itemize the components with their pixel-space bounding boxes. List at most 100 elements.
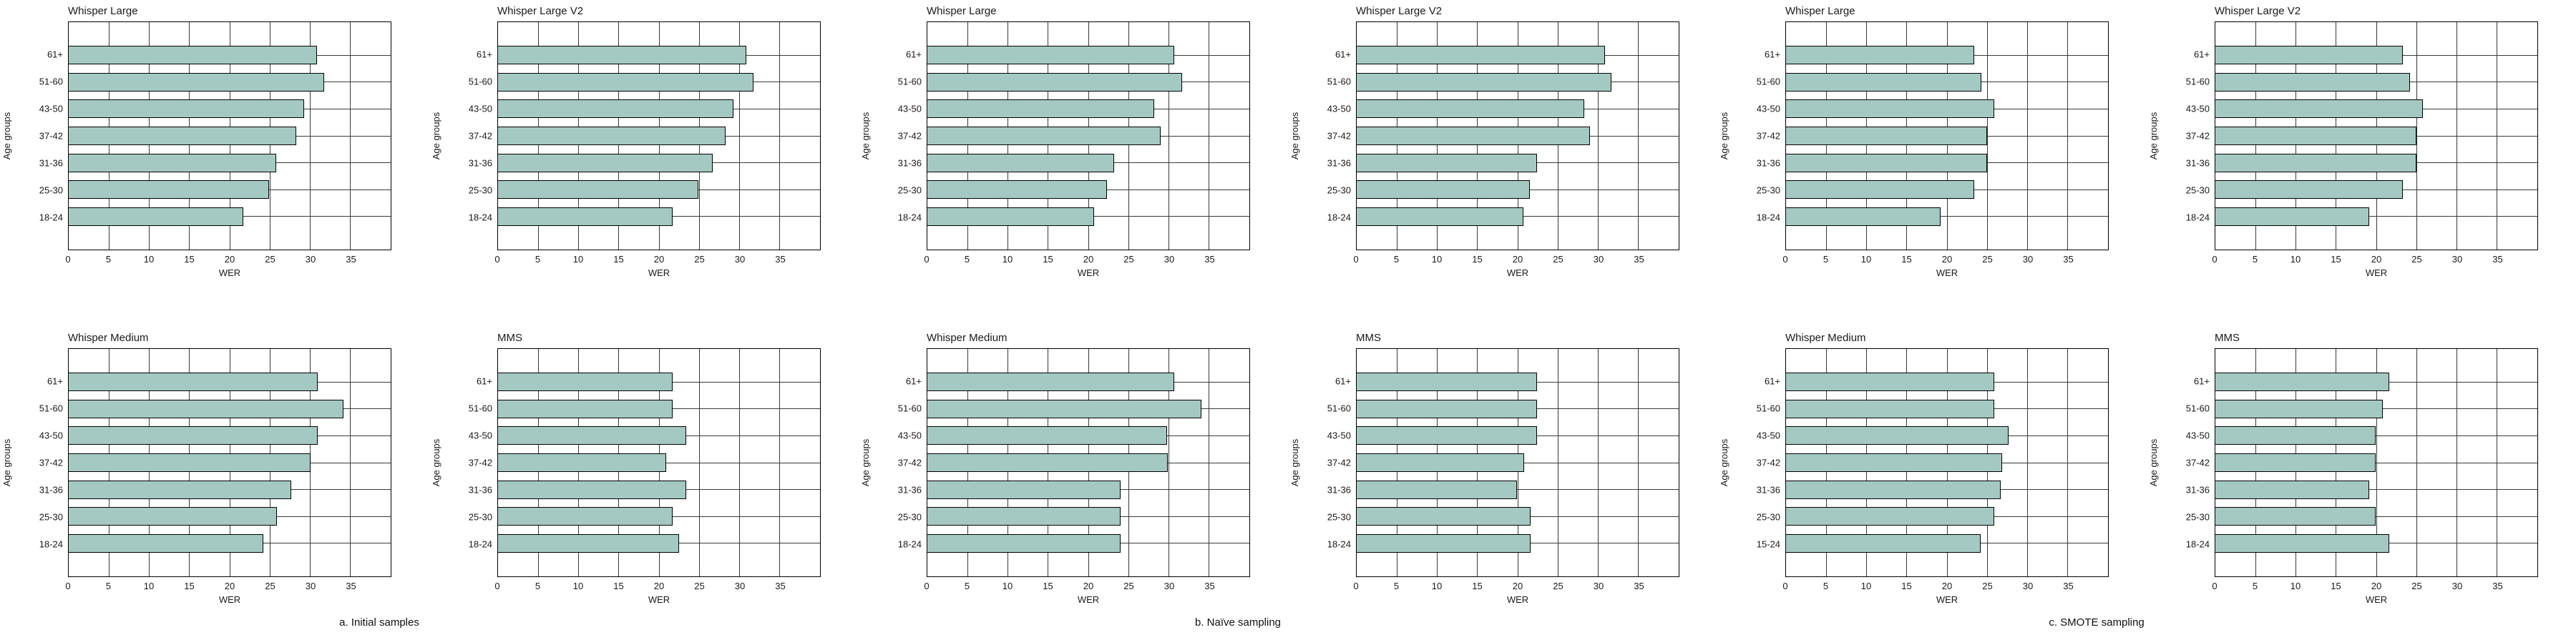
plot-area xyxy=(1785,21,2109,250)
bar xyxy=(69,207,244,226)
bar xyxy=(2215,180,2404,200)
bar xyxy=(1786,207,1941,226)
x-tick-label: 10 xyxy=(1860,254,1872,265)
x-tick-label: 35 xyxy=(1634,581,1644,591)
y-axis-area: Age groups 61+ 51-60 43-50 37-42 31-36 25-30 18… xyxy=(2147,348,2215,577)
y-tick-label: 37-42 xyxy=(468,130,492,142)
y-tick-label: 18-24 xyxy=(39,538,63,550)
x-tick-label: 35 xyxy=(2063,254,2074,265)
chart-body: Age groups 61+ 51-60 43-50 37-42 31-36 25-30 18… xyxy=(0,21,429,250)
chart-panel: Whisper Medium Age groups 61+ 51-60 43-50 37-… xyxy=(859,325,1288,611)
y-tick-label: 25-30 xyxy=(897,184,922,196)
x-tick-label: 25 xyxy=(1123,581,1134,591)
y-tick-label: 51-60 xyxy=(1756,403,1780,414)
y-tick-label: 18-24 xyxy=(2185,212,2210,223)
x-tick-label: 25 xyxy=(265,581,275,591)
x-tick-label: 25 xyxy=(1123,254,1134,265)
plot-area xyxy=(927,21,1250,250)
bar xyxy=(2215,99,2424,119)
chart-title: Whisper Large xyxy=(1785,5,1855,17)
bar xyxy=(69,180,270,200)
y-tick-label: 51-60 xyxy=(1756,76,1780,87)
x-tick-label: 15 xyxy=(1472,254,1483,265)
chart-panel: Whisper Large V2 Age groups 61+ 51-60 43-50 3… xyxy=(2147,0,2576,325)
y-tick-label: 61+ xyxy=(905,49,922,60)
x-tick-label: 25 xyxy=(1982,581,1993,591)
bar xyxy=(927,507,1121,526)
bar xyxy=(927,180,1107,200)
y-tick-label: 31-36 xyxy=(2185,157,2210,169)
x-axis-label: WER xyxy=(1936,267,1958,278)
bar xyxy=(498,426,687,445)
x-tick-label: 25 xyxy=(694,581,705,591)
y-tick-label: 37-42 xyxy=(2185,457,2210,468)
x-tick-label: 30 xyxy=(305,581,316,591)
y-tick-label: 31-36 xyxy=(1756,157,1780,169)
bar xyxy=(1786,153,1988,172)
chart-panel: MMS Age groups 61+ 51-60 43-50 37-42 31-36 25-3… xyxy=(1288,325,1717,611)
x-axis-label: WER xyxy=(218,594,241,605)
bar xyxy=(1786,126,1988,146)
x-axis-label: WER xyxy=(2365,594,2388,605)
bar xyxy=(498,507,673,526)
bar xyxy=(927,453,1169,473)
y-tick-label: 31-36 xyxy=(468,484,492,496)
y-tick-label: 25-30 xyxy=(1327,511,1351,523)
y-tick-label: 31-36 xyxy=(1327,157,1351,169)
chart-panel: MMS Age groups 61+ 51-60 43-50 37-42 31-36 25-3… xyxy=(429,325,859,611)
x-tick-label: 10 xyxy=(143,581,155,591)
y-tick-label: 37-42 xyxy=(1756,457,1780,468)
plot-area xyxy=(1785,348,2109,577)
x-tick-label: 15 xyxy=(613,581,624,591)
x-tick-label: 0 xyxy=(924,581,930,591)
bar xyxy=(927,426,1168,445)
bar xyxy=(1786,480,2001,499)
y-axis-area: Age groups 61+ 51-60 43-50 37-42 31-36 25-30 18… xyxy=(1288,21,1356,250)
y-tick-label: 37-42 xyxy=(1327,130,1351,142)
x-tick-label: 30 xyxy=(734,581,746,591)
chart-title: Whisper Medium xyxy=(1785,332,1866,344)
x-tick-label: 10 xyxy=(1431,254,1443,265)
bar xyxy=(69,533,264,553)
x-tick-label: 25 xyxy=(2411,254,2422,265)
chart-title: Whisper Medium xyxy=(927,332,1008,344)
x-tick-label: 25 xyxy=(694,254,705,265)
y-tick-label: 37-42 xyxy=(897,457,922,468)
plot-area xyxy=(2215,348,2538,577)
bar xyxy=(1786,99,1995,119)
bar xyxy=(1357,453,1524,473)
x-tick-row: 0 5 10 15 20 25 30 35 xyxy=(1782,250,2109,267)
y-tick-label: 18-24 xyxy=(1756,212,1780,223)
bar xyxy=(1357,72,1611,92)
chart-panel: Whisper Medium Age groups 61+ 51-60 43-50 37-… xyxy=(1717,325,2147,611)
x-tick-label: 30 xyxy=(734,254,746,265)
y-tick-label: 51-60 xyxy=(897,76,922,87)
bar xyxy=(69,126,297,146)
y-gridline xyxy=(2215,435,2537,436)
x-tick-label: 15 xyxy=(1472,581,1483,591)
bar xyxy=(927,373,1175,392)
x-tick-label: 5 xyxy=(1393,581,1400,591)
x-tick-row: 0 5 10 15 20 25 30 35 xyxy=(2212,577,2538,594)
chart-body: Age groups 61+ 51-60 43-50 37-42 31-36 25-30 18… xyxy=(859,348,1288,577)
x-tick-label: 5 xyxy=(1393,254,1400,265)
y-gridline xyxy=(1357,489,1679,491)
x-tick-label: 30 xyxy=(2022,254,2034,265)
y-tick-label: 61+ xyxy=(476,49,492,60)
x-tick-row: 0 5 10 15 20 25 30 35 xyxy=(2212,250,2538,267)
y-axis-area: Age groups 61+ 51-60 43-50 37-42 31-36 25-30 18… xyxy=(1288,348,1356,577)
y-gridline xyxy=(2215,516,2537,517)
x-tick-label: 10 xyxy=(1002,254,1013,265)
chart-title: Whisper Large V2 xyxy=(497,5,584,17)
y-tick-label: 61+ xyxy=(2193,375,2210,387)
chart-panel: Whisper Medium Age groups 61+ 51-60 43-50 37-… xyxy=(0,325,429,611)
bar xyxy=(1786,533,1981,553)
bar xyxy=(927,207,1094,226)
x-tick-label: 20 xyxy=(224,254,235,265)
y-axis-label: Age groups xyxy=(2148,438,2159,487)
x-axis-label: WER xyxy=(1506,594,1529,605)
y-tick-label: 61+ xyxy=(1335,49,1351,60)
group-caption: b. Naïve sampling xyxy=(1194,616,1282,629)
chart-panel: Whisper Large Age groups 61+ 51-60 43-50 37-4… xyxy=(0,0,429,325)
y-axis-area: Age groups 61+ 51-60 43-50 37-42 31-36 25-30 18… xyxy=(429,348,497,577)
